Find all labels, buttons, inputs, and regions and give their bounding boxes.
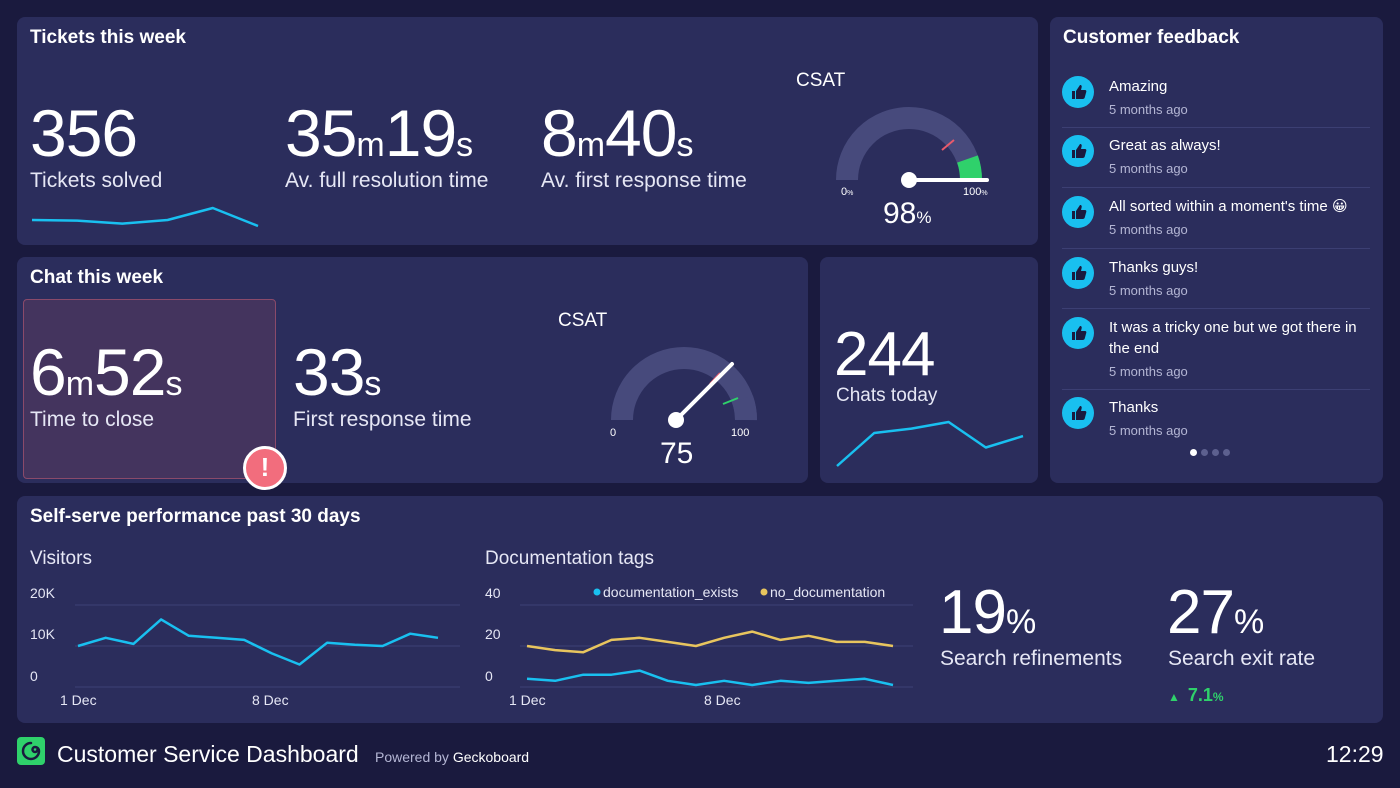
feedback-time: 5 months ago [1109,423,1188,438]
feedback-text: It was a tricky one but we got there in … [1109,319,1357,357]
page-dot[interactable] [1212,449,1219,456]
selfserve-title: Self-serve performance past 30 days [30,506,361,527]
y-tick-label: 10K [30,626,56,642]
chat-panel: Chat this week 6m52s Time to close 33s F… [17,257,808,483]
chat-csat-gauge: 0 100 [610,347,757,439]
footer: Customer Service Dashboard Powered by Ge… [0,735,1400,775]
feedback-time: 5 months ago [1109,161,1188,176]
legend-marker [760,588,768,596]
resolution-time-label: Av. full resolution time [285,169,489,192]
feedback-time: 5 months ago [1109,222,1188,237]
feedback-text: Great as always! [1109,137,1221,154]
time-to-close-value: 6m52s [30,335,183,409]
visitors-chart: 20K 10K 0 1 Dec 8 Dec [30,585,460,708]
search-refinements-label: Search refinements [940,647,1123,670]
y-tick-label: 0 [485,668,493,684]
thumbs-up-icon [1062,397,1094,429]
feedback-title: Customer feedback [1063,27,1240,48]
thumbs-up-icon [1062,135,1094,167]
search-refinements-value: 19% [939,578,1037,647]
page-dot[interactable] [1190,449,1197,456]
legend-marker [593,588,601,596]
first-response-label: Av. first response time [541,169,747,192]
legend-label: documentation_exists [603,584,738,600]
tickets-csat-gauge: 0% 100% [836,107,989,198]
divider [1062,389,1370,390]
feedback-text: Thanks guys! [1109,259,1199,276]
chat-title: Chat this week [30,267,164,288]
first-response-value: 8m40s [541,96,694,170]
thumbs-up-icon [1062,317,1094,349]
tickets-title: Tickets this week [30,27,186,48]
legend-label: no_documentation [770,584,885,600]
chat-first-response-value: 33s [293,335,382,409]
y-tick-label: 20K [30,585,56,601]
feedback-text: All sorted within a moment's time 😀 [1109,198,1348,215]
chat-first-response-label: First response time [293,408,472,431]
x-tick-label: 8 Dec [704,692,741,708]
tickets-csat-label: CSAT [796,70,846,91]
chat-csat-min: 0 [610,427,616,439]
feedback-text: Thanks [1109,399,1159,416]
alert-icon: ! [243,446,287,490]
exit-rate-change: ▲ 7.1% [1168,685,1224,705]
divider [1062,187,1370,188]
thumbs-up-icon [1062,76,1094,108]
x-tick-label: 8 Dec [252,692,289,708]
pagination-dots[interactable] [1190,449,1230,456]
powered-by[interactable]: Powered by Geckoboard [375,749,530,765]
chats-today-value: 244 [834,320,935,389]
dashboard-title: Customer Service Dashboard [57,741,359,767]
tickets-csat-max: 100% [963,186,988,198]
tickets-csat-value: 98% [883,197,932,230]
chat-csat-value: 75 [660,437,694,470]
divider [1062,248,1370,249]
feedback-time: 5 months ago [1109,364,1188,379]
divider [1062,127,1370,128]
selfserve-panel: Self-serve performance past 30 days Visi… [17,496,1383,723]
chats-today-sparkline [836,420,1024,467]
doc-tags-title: Documentation tags [485,548,654,569]
y-tick-label: 0 [30,668,38,684]
series-line-documentation_exists [526,669,894,687]
chat-csat-max: 100 [731,427,749,439]
divider [1062,308,1370,309]
thumbs-up-icon [1062,257,1094,289]
series-line-no_documentation [526,630,894,654]
chats-today-label: Chats today [836,385,938,406]
tickets-solved-value: 356 [30,96,138,170]
tickets-sparkline [31,206,259,228]
time-to-close-label: Time to close [30,408,155,431]
thumbs-up-icon [1062,196,1094,228]
feedback-panel: Customer feedback Amazing 5 months ago G… [1050,17,1383,483]
search-exit-rate-value: 27% [1167,578,1265,647]
arrow-up-icon: ▲ [1168,690,1180,704]
tickets-solved-label: Tickets solved [30,169,163,192]
feedback-time: 5 months ago [1109,283,1188,298]
chats-today-panel: 244 Chats today [820,257,1038,483]
feedback-text: Amazing [1109,78,1168,95]
clock: 12:29 [1326,741,1384,767]
page-dot[interactable] [1223,449,1230,456]
x-tick-label: 1 Dec [60,692,97,708]
tickets-csat-min: 0% [841,186,853,198]
y-tick-label: 20 [485,626,501,642]
resolution-time-value: 35m19s [285,96,474,170]
geckoboard-logo-icon [17,737,45,765]
doc-tags-chart: 40 20 0 1 Dec 8 Dec documentation_exists… [485,584,913,708]
search-exit-rate-label: Search exit rate [1168,647,1316,670]
x-tick-label: 1 Dec [509,692,546,708]
page-dot[interactable] [1201,449,1208,456]
series-line-visitors [77,618,439,666]
tickets-panel: Tickets this week 356 Tickets solved 35m… [17,17,1038,245]
y-tick-label: 40 [485,585,501,601]
time-to-close-alert-box [23,299,276,479]
chat-csat-label: CSAT [558,310,608,331]
feedback-time: 5 months ago [1109,102,1188,117]
visitors-title: Visitors [30,548,92,569]
